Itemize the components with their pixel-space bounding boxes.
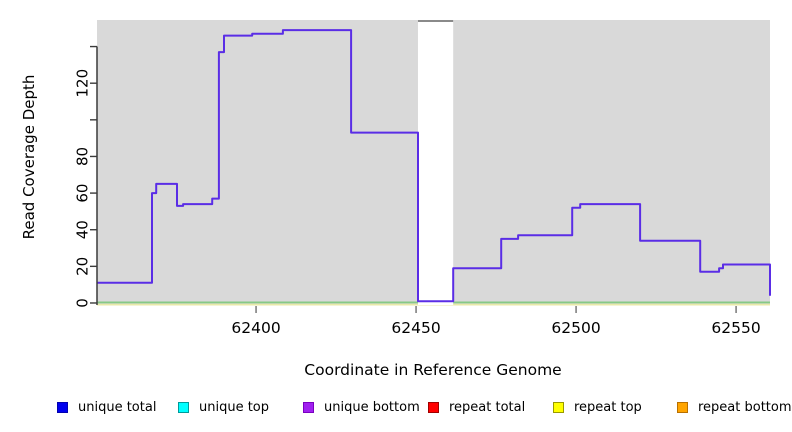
y-tick-label: 120 xyxy=(74,69,92,98)
legend-item-unique-total: unique total xyxy=(57,398,156,416)
legend-swatch-icon xyxy=(57,401,68,413)
y-tick-label: 20 xyxy=(74,257,92,276)
y-tick-label: 0 xyxy=(74,298,92,308)
legend-label: repeat top xyxy=(574,399,642,415)
y-axis-title: Read Coverage Depth xyxy=(20,74,38,240)
legend-item-repeat-bottom: repeat bottom xyxy=(677,398,792,416)
legend-swatch-icon xyxy=(303,401,314,413)
legend-swatch-icon xyxy=(428,401,439,413)
x-tick-label: 62400 xyxy=(231,319,280,337)
legend-label: unique top xyxy=(199,399,270,415)
x-tick-label: 62450 xyxy=(391,319,440,337)
y-tick-label: 40 xyxy=(74,220,92,239)
legend-item-repeat-total: repeat total xyxy=(428,398,525,416)
legend-label: repeat total xyxy=(449,399,526,415)
legend-swatch-icon xyxy=(677,401,688,413)
x-tick-label: 62500 xyxy=(551,319,600,337)
y-tick-label: 80 xyxy=(74,147,92,166)
legend-item-unique-bottom: unique bottom xyxy=(303,398,420,416)
x-tick-label: 62550 xyxy=(711,319,760,337)
legend-item-repeat-top: repeat top xyxy=(553,398,642,416)
coverage-step-line xyxy=(97,29,771,303)
legend-item-unique-top: unique top xyxy=(178,398,269,416)
legend-label: repeat bottom xyxy=(698,399,792,415)
x-axis-title: Coordinate in Reference Genome xyxy=(304,361,562,379)
legend: unique total unique top unique bottom repea… xyxy=(0,398,792,420)
y-tick-label: 60 xyxy=(74,184,92,203)
coverage-gap-region xyxy=(417,20,454,305)
legend-swatch-icon xyxy=(553,401,564,413)
legend-label: unique bottom xyxy=(324,399,420,415)
legend-label: unique total xyxy=(78,399,157,415)
legend-swatch-icon xyxy=(178,401,189,413)
